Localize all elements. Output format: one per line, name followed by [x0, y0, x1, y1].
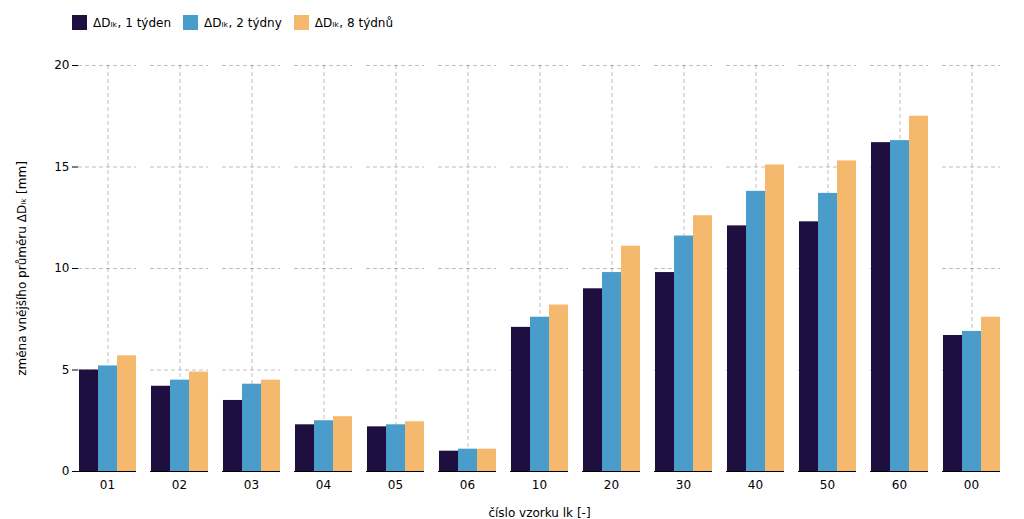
svg-text:02: 02: [172, 478, 187, 492]
svg-text:06: 06: [460, 478, 475, 492]
svg-text:20: 20: [54, 58, 69, 72]
svg-text:změna vnějšího průměru ΔDₗₖ [m: změna vnějšího průměru ΔDₗₖ [mm]: [15, 161, 29, 376]
svg-text:04: 04: [316, 478, 331, 492]
svg-text:číslo vzorku lk [-]: číslo vzorku lk [-]: [488, 506, 590, 519]
html-text:ΔDₗₖ, 8 týdnů: ΔDₗₖ, 8 týdnů: [314, 15, 394, 30]
html-text:ΔDₗₖ, 1 týden: ΔDₗₖ, 1 týden: [93, 15, 171, 30]
svg-text:01: 01: [100, 478, 115, 492]
svg-text:10: 10: [54, 261, 69, 275]
svg-text:00: 00: [964, 478, 979, 492]
svg-text:0: 0: [62, 464, 70, 478]
svg-text:5: 5: [62, 363, 70, 377]
html-text:ΔDₗₖ, 2 týdny: ΔDₗₖ, 2 týdny: [204, 15, 282, 30]
svg-text:50: 50: [820, 478, 835, 492]
svg-text:40: 40: [748, 478, 763, 492]
svg-text:10: 10: [532, 478, 547, 492]
svg-text:20: 20: [604, 478, 619, 492]
svg-text:05: 05: [388, 478, 403, 492]
svg-text:15: 15: [54, 160, 69, 174]
svg-text:60: 60: [892, 478, 907, 492]
svg-text:03: 03: [244, 478, 259, 492]
svg-text:30: 30: [676, 478, 691, 492]
